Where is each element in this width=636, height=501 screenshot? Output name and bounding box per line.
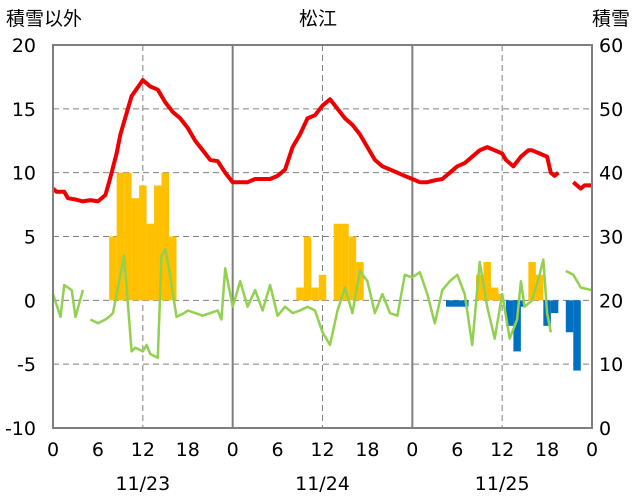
- x-tick-label: 6: [451, 439, 463, 461]
- decrease-bar: [460, 300, 469, 307]
- increase-bar: [483, 262, 491, 301]
- x-tick-label: 18: [355, 439, 379, 461]
- left-axis-label: 積雪以外: [6, 8, 82, 30]
- increase-bar: [318, 274, 327, 301]
- snow-depth-line: [572, 180, 592, 191]
- x-tick-label: 6: [272, 439, 284, 461]
- right-tick-label: 20: [599, 290, 623, 312]
- snow-depth-line: [51, 78, 560, 204]
- date-label: 11/23: [115, 473, 170, 495]
- right-tick-label: 40: [599, 163, 623, 185]
- left-tick-label: -5: [17, 354, 36, 376]
- x-tick-label: 0: [586, 439, 598, 461]
- increase-bar: [333, 223, 342, 301]
- increase-bar: [109, 236, 117, 301]
- increase-bar: [131, 198, 140, 301]
- x-tick-label: 18: [176, 439, 200, 461]
- left-tick-label: 20: [12, 35, 36, 57]
- left-tick-label: 5: [24, 227, 36, 249]
- decrease-bar: [517, 300, 525, 307]
- decrease-bar: [573, 300, 581, 371]
- temperature-line: [89, 248, 553, 360]
- increase-bar: [475, 274, 484, 301]
- increase-bar: [154, 185, 162, 301]
- increase-bar: [356, 262, 364, 301]
- increase-bar: [303, 236, 312, 301]
- increase-bar: [124, 172, 132, 301]
- decrease-bar: [453, 300, 461, 307]
- left-tick-label: 10: [12, 163, 36, 185]
- x-tick-label: 12: [310, 439, 334, 461]
- x-tick-label: 0: [406, 439, 418, 461]
- left-tick-label: 0: [24, 290, 36, 312]
- right-tick-label: 0: [599, 418, 611, 440]
- right-tick-label: 10: [599, 354, 623, 376]
- decrease-bar: [550, 300, 559, 314]
- x-tick-label: 12: [131, 439, 155, 461]
- plot-frame: [52, 44, 593, 429]
- date-label: 11/24: [295, 473, 350, 495]
- bars: [109, 172, 581, 371]
- left-tick-label: -10: [5, 418, 36, 440]
- temperature-line: [51, 283, 85, 319]
- increase-bar: [169, 236, 177, 301]
- decrease-bar: [513, 300, 521, 352]
- decrease-bar: [565, 300, 574, 333]
- increase-bar: [146, 223, 155, 301]
- date-label: 11/25: [475, 473, 530, 495]
- left-tick-label: 15: [12, 99, 36, 121]
- increase-bar: [348, 236, 357, 301]
- x-tick-label: 0: [47, 439, 59, 461]
- increase-bar: [296, 287, 304, 301]
- temperature-line: [565, 269, 593, 292]
- right-tick-label: 50: [599, 99, 623, 121]
- decrease-bar: [505, 300, 514, 326]
- x-tick-label: 12: [490, 439, 514, 461]
- increase-bar: [116, 172, 125, 301]
- increase-bar: [535, 274, 544, 301]
- increase-bar: [494, 293, 503, 301]
- increase-bar: [161, 172, 170, 301]
- x-tick-label: 0: [227, 439, 239, 461]
- decrease-bar: [446, 300, 454, 307]
- x-tick-label: 18: [535, 439, 559, 461]
- increase-bar: [341, 223, 349, 301]
- increase-bar: [139, 185, 147, 301]
- increase-bar: [528, 262, 536, 301]
- right-tick-label: 30: [599, 227, 623, 249]
- increase-bar: [311, 287, 319, 301]
- right-tick-label: 60: [599, 35, 623, 57]
- chart-title: 松江: [299, 8, 337, 30]
- lines: [51, 78, 593, 360]
- x-tick-label: 6: [92, 439, 104, 461]
- right-axis-label: 積雪: [592, 8, 630, 30]
